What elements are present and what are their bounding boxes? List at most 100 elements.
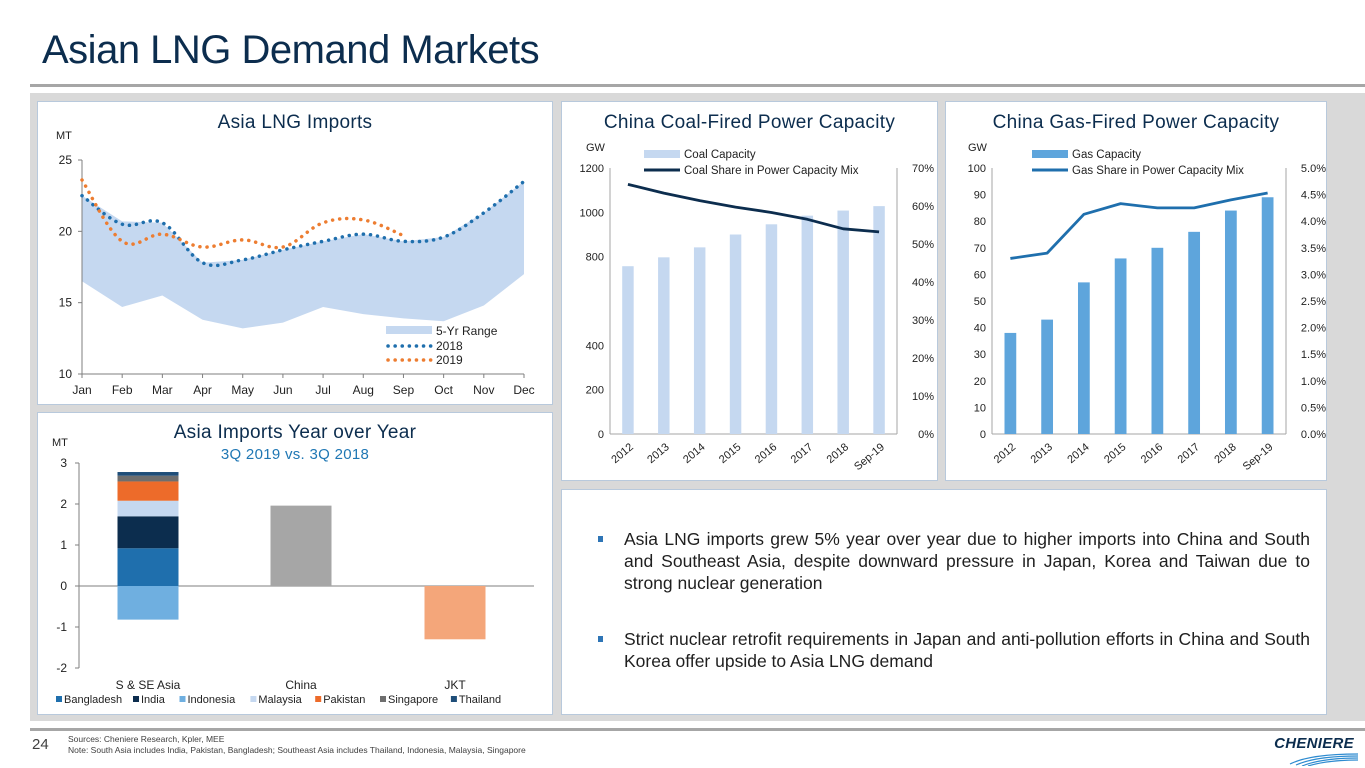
panel-commentary: Asia LNG imports grew 5% year over year … xyxy=(561,489,1327,715)
y2-tick-label: 60% xyxy=(912,201,934,213)
x-tick-label: Mar xyxy=(152,383,173,397)
bar xyxy=(765,224,778,434)
x-tick-label: Sep xyxy=(393,383,415,397)
x-tick-label: Oct xyxy=(434,383,453,397)
legend-swatch xyxy=(380,696,386,702)
bar-indonesia xyxy=(117,586,179,620)
y-tick-label: 20 xyxy=(59,224,73,238)
logo-wordmark: CHENIERE xyxy=(1274,735,1354,752)
bar xyxy=(1261,197,1274,434)
legend-label: Singapore xyxy=(388,694,438,706)
x-tick-label: 2014 xyxy=(1065,441,1091,466)
x-tick-label: Apr xyxy=(193,383,212,397)
legend-swatch xyxy=(315,696,322,702)
bar-jkt xyxy=(424,586,486,640)
y-tick-label: 30 xyxy=(974,349,986,361)
bullet-text: Strict nuclear retrofit requirements in … xyxy=(624,629,1310,671)
y-tick-label: 60 xyxy=(974,269,986,281)
chart-subtitle: 3Q 2019 vs. 3Q 2018 xyxy=(220,446,370,463)
page-title: Asian LNG Demand Markets xyxy=(42,28,540,72)
bullet-marker xyxy=(598,636,603,642)
y-tick-label: -1 xyxy=(56,620,67,634)
y-axis-label: MT xyxy=(56,130,72,142)
x-tick-label: May xyxy=(231,383,254,397)
sources-note: Sources: Cheniere Research, Kpler, MEE xyxy=(68,734,225,744)
asia-imports-yoy-chart: MT -2 -1 0 1 2 3 S & SE Asia China JKT Bangladesh I… xyxy=(52,437,534,706)
legend-swatch-bar xyxy=(1032,150,1068,158)
y2-tick-label: 0.0% xyxy=(1301,429,1326,441)
y-tick-label: 0 xyxy=(980,429,986,441)
bar xyxy=(1224,210,1237,434)
x-tick-label: 2016 xyxy=(753,441,779,466)
panel-china-coal: China Coal-Fired Power Capacity GW 0 200 40… xyxy=(561,101,938,481)
y2-tick-label: 2.5% xyxy=(1301,296,1326,308)
x-tick-label: 2013 xyxy=(645,441,671,466)
legend-swatch xyxy=(56,696,62,702)
title-divider xyxy=(30,84,1365,87)
y2-tick-label: 4.0% xyxy=(1301,216,1326,228)
y2-tick-label: 0.5% xyxy=(1301,402,1326,414)
x-tick-label: Sep-19 xyxy=(1241,441,1276,473)
footnotes: Sources: Cheniere Research, Kpler, MEE N… xyxy=(68,734,526,756)
y-tick-label: 100 xyxy=(968,163,986,175)
legend-label: 5-Yr Range xyxy=(436,324,498,338)
y-tick-label: 2 xyxy=(60,497,67,511)
chart-title: Asia LNG Imports xyxy=(217,112,373,133)
legend-swatch-range xyxy=(386,326,432,334)
bar xyxy=(1114,258,1127,434)
logo-waves-icon xyxy=(1289,753,1359,766)
legend-label: 2018 xyxy=(436,339,463,353)
y2-tick-label: 50% xyxy=(912,239,934,251)
asia-lng-imports-chart: MT 10 15 20 25 Jan Feb Mar Apr May Jun Jul Aug Sep Oct… xyxy=(56,130,535,397)
x-tick-label: Jul xyxy=(315,383,330,397)
x-tick-label: 2017 xyxy=(1176,441,1202,466)
legend-swatch-bar xyxy=(644,150,680,158)
bar-china xyxy=(270,505,332,586)
y-axis-label: GW xyxy=(968,142,988,154)
legend-label: Gas Capacity xyxy=(1072,149,1141,161)
cheniere-logo: CHENIERE xyxy=(1260,733,1360,766)
y-tick-label: 200 xyxy=(586,385,604,397)
chart-title: China Coal-Fired Power Capacity xyxy=(603,112,896,133)
y-tick-label: 40 xyxy=(974,323,986,335)
y-tick-label: 25 xyxy=(59,153,73,167)
x-tick-label: 2014 xyxy=(681,441,707,466)
bar-india xyxy=(117,516,179,549)
y-tick-label: 0 xyxy=(60,579,67,593)
x-tick-label: China xyxy=(285,678,317,692)
legend-swatch xyxy=(250,696,257,702)
y-tick-label: 400 xyxy=(586,340,604,352)
x-tick-label: 2018 xyxy=(1212,441,1238,466)
bullet-item: Asia LNG imports grew 5% year over year … xyxy=(598,528,1310,594)
x-tick-label: Jun xyxy=(273,383,292,397)
y-tick-label: 50 xyxy=(974,296,986,308)
bar xyxy=(729,234,742,434)
bullet-marker xyxy=(598,536,603,542)
footer-divider xyxy=(30,728,1365,731)
legend-label: Malaysia xyxy=(258,694,302,706)
x-tick-label: Jan xyxy=(72,383,91,397)
y-tick-label: 3 xyxy=(60,456,67,470)
panel-asia-lng-imports: Asia LNG Imports MT 10 15 20 25 Jan Feb Mar Apr M… xyxy=(37,101,553,405)
chart-title: China Gas-Fired Power Capacity xyxy=(992,112,1280,133)
bar xyxy=(1041,319,1054,434)
x-tick-label: 2016 xyxy=(1139,441,1165,466)
y-tick-label: 15 xyxy=(59,296,73,310)
bullet-text: Asia LNG imports grew 5% year over year … xyxy=(624,529,1310,593)
regions-note: Note: South Asia includes India, Pakista… xyxy=(68,745,526,755)
y-tick-label: 70 xyxy=(974,243,986,255)
y2-tick-label: 5.0% xyxy=(1301,163,1326,175)
legend-label: Bangladesh xyxy=(64,694,122,706)
x-tick-label: Aug xyxy=(353,383,374,397)
bar xyxy=(873,206,885,434)
x-tick-label: Nov xyxy=(473,383,494,397)
x-tick-label: S & SE Asia xyxy=(116,678,181,692)
x-tick-label: 2012 xyxy=(609,441,635,466)
legend-label: Pakistan xyxy=(323,694,365,706)
bar xyxy=(801,215,814,434)
y2-tick-label: 30% xyxy=(912,315,934,327)
legend-label: Coal Capacity xyxy=(684,149,756,161)
bar-singapore xyxy=(117,475,179,482)
y2-tick-label: 10% xyxy=(912,391,934,403)
y-tick-label: 10 xyxy=(974,402,986,414)
